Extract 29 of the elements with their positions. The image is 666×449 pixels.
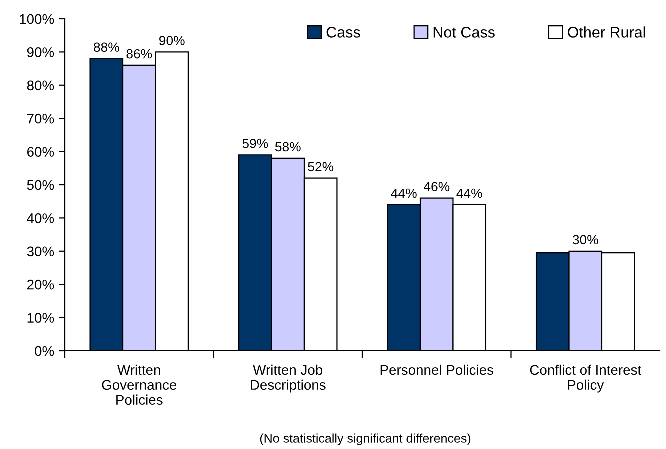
y-tick-label: 80% bbox=[27, 80, 54, 91]
data-label: 88% bbox=[94, 42, 120, 52]
legend-label: Other Rural bbox=[568, 26, 646, 38]
data-label: 44% bbox=[391, 188, 417, 198]
y-tick-label: 0% bbox=[35, 346, 54, 356]
y-tick-label: 90% bbox=[27, 48, 54, 58]
data-label: 44% bbox=[456, 188, 482, 198]
y-tick-label: 70% bbox=[28, 114, 54, 124]
y-tick-label: 40% bbox=[27, 214, 54, 224]
data-label: 46% bbox=[424, 182, 450, 192]
y-tick-label: 100% bbox=[20, 14, 54, 24]
data-label: 52% bbox=[308, 162, 334, 172]
data-label: 58% bbox=[275, 142, 301, 152]
x-tick-label: Written Governance Policies bbox=[102, 364, 177, 406]
y-tick-label: 30% bbox=[27, 246, 54, 257]
x-tick-label: Written Job Descriptions bbox=[251, 364, 326, 393]
y-tick-label: 10% bbox=[28, 313, 54, 323]
legend-label: Not Cass bbox=[434, 27, 495, 38]
y-tick-label: 50% bbox=[27, 180, 54, 190]
x-tick-label: Personnel Policies bbox=[380, 364, 494, 376]
data-label: 90% bbox=[160, 36, 185, 46]
y-tick-label: 20% bbox=[27, 280, 54, 290]
legend-label: Cass bbox=[326, 27, 360, 38]
data-label: 30% bbox=[572, 235, 598, 245]
data-label: 86% bbox=[126, 49, 152, 59]
data-label: 59% bbox=[242, 139, 268, 148]
y-tick-label: 60% bbox=[27, 147, 54, 157]
x-tick-label: Conflict of Interest Policy bbox=[530, 364, 642, 393]
text: (No statistically significant differences) bbox=[260, 434, 471, 446]
